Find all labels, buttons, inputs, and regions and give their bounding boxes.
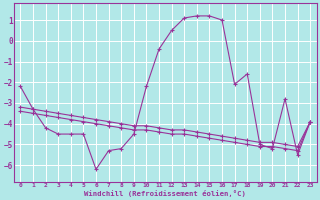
- X-axis label: Windchill (Refroidissement éolien,°C): Windchill (Refroidissement éolien,°C): [84, 190, 246, 197]
